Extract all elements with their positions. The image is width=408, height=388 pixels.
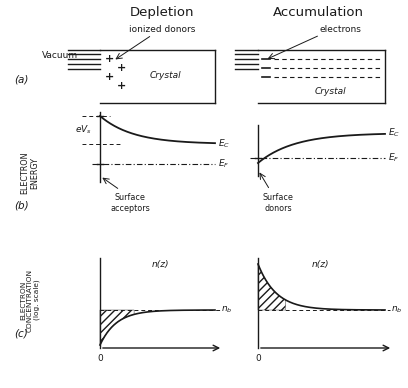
Text: +: + [105,72,115,82]
Text: $E_C$: $E_C$ [218,138,230,150]
Text: $E_C$: $E_C$ [388,127,400,139]
Text: +: + [118,63,126,73]
Text: +: + [118,81,126,91]
Text: $E_F$: $E_F$ [388,152,399,164]
Text: ELECTRON
ENERGY: ELECTRON ENERGY [20,152,40,194]
Text: (a): (a) [14,75,29,85]
Text: n(z): n(z) [311,260,329,269]
Text: Surface
acceptors: Surface acceptors [110,193,150,213]
Text: Accumulation: Accumulation [273,6,364,19]
Text: Crystal: Crystal [314,88,346,97]
Text: Vacuum: Vacuum [42,50,78,59]
Polygon shape [100,310,134,345]
Polygon shape [258,264,286,310]
Text: $n_b$: $n_b$ [391,305,402,315]
Text: n(z): n(z) [151,260,169,269]
Text: Surface
donors: Surface donors [263,193,293,213]
Text: (c): (c) [14,328,28,338]
Text: electrons: electrons [319,26,361,35]
Text: (b): (b) [14,200,29,210]
Text: ionized donors: ionized donors [129,26,195,35]
Text: 0: 0 [255,354,261,363]
Text: Crystal: Crystal [149,71,181,80]
Text: +: + [105,54,115,64]
Text: Depletion: Depletion [130,6,194,19]
Text: $eV_s$: $eV_s$ [75,124,92,136]
Text: $E_F$: $E_F$ [218,158,229,170]
Text: $n_b$: $n_b$ [221,305,233,315]
Text: 0: 0 [97,354,103,363]
Text: ELECTRON
CONCENTRATION
(log. scale): ELECTRON CONCENTRATION (log. scale) [20,268,40,331]
